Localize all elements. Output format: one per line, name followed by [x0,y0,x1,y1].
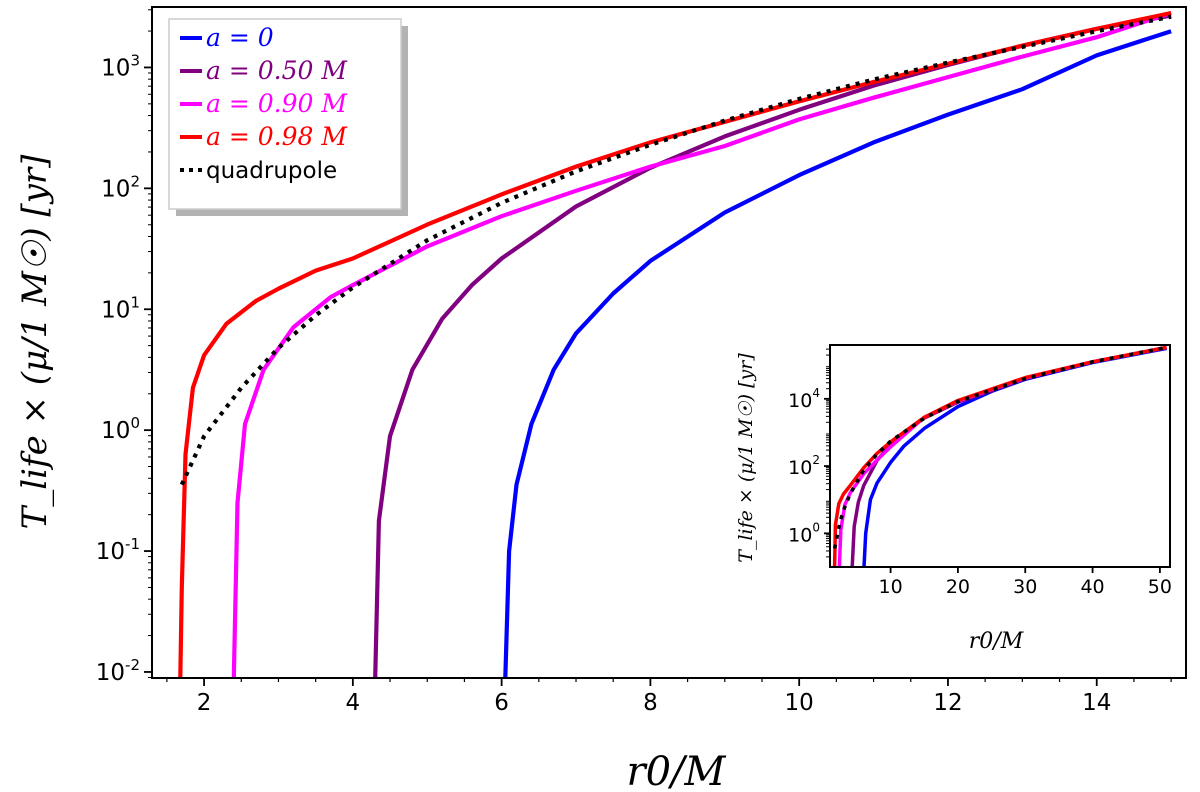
legend-label-1: a = 0.50 M [206,56,348,85]
legend-label-2: a = 0.90 M [206,89,348,118]
main-x-tick-label: 12 [933,690,962,716]
inset-x-tick-label: 30 [1013,576,1037,598]
main-series-line-0 [503,29,1172,678]
main-y-tick-label: 10-1 [96,535,140,565]
inset-y-tick-label: 100 [788,520,820,546]
inset-x-tick-label: 20 [946,576,970,598]
inset-y-axis-label: T_life × (μ/1 M☉) [yr] [735,353,757,563]
main-x-ticks: 2 4 6 8 10 12 14 [166,678,1172,716]
main-y-axis-label: T_life × (μ/1 M☉) [yr] [15,154,55,530]
main-x-tick-label: 10 [785,690,814,716]
main-series-line-3 [178,10,1172,678]
inset-y-tick-label: 104 [788,386,820,412]
inset-x-tick-label: 50 [1148,576,1172,598]
main-x-tick-label: 6 [494,690,509,716]
inset-plot-area [830,345,1170,567]
legend: a = 0 a = 0.50 M a = 0.90 M a = 0.98 M quadr… [168,18,408,216]
main-x-tick-label: 14 [1082,690,1111,716]
main-x-tick-label: 4 [346,690,361,716]
inset-x-tick-label: 10 [879,576,903,598]
inset-y-ticks: 100 102 104 [788,348,830,558]
inset-y-tick-label: 102 [788,453,820,479]
main-y-ticks: 10-2 10-1 100 101 102 103 [96,9,152,686]
legend-entries: a = 0 a = 0.50 M a = 0.90 M a = 0.98 M quadr… [180,23,348,184]
legend-label-4: quadrupole [206,158,337,184]
main-x-tick-label: 2 [197,690,212,716]
legend-label-0: a = 0 [206,23,274,52]
inset-x-axis-label: r0/M [969,629,1024,654]
main-y-tick-label: 100 [101,414,140,444]
inset-x-tick-label: 40 [1080,576,1104,598]
main-y-tick-label: 10-2 [96,656,140,686]
main-series-line-4 [179,14,1172,486]
main-x-axis-label: r0/M [626,749,726,792]
inset-curves [832,345,1167,567]
inset-x-ticks: 10 20 30 40 50 [879,567,1172,598]
main-axes-frame [151,6,1187,679]
main-y-tick-label: 101 [101,293,140,323]
main-y-tick-label: 103 [101,51,140,81]
legend-box [168,18,402,210]
main-x-tick-label: 8 [643,690,658,716]
main-y-tick-label: 102 [101,172,140,202]
main-curves [178,10,1172,678]
legend-label-3: a = 0.98 M [206,122,348,151]
main-series-line-2 [231,11,1172,678]
